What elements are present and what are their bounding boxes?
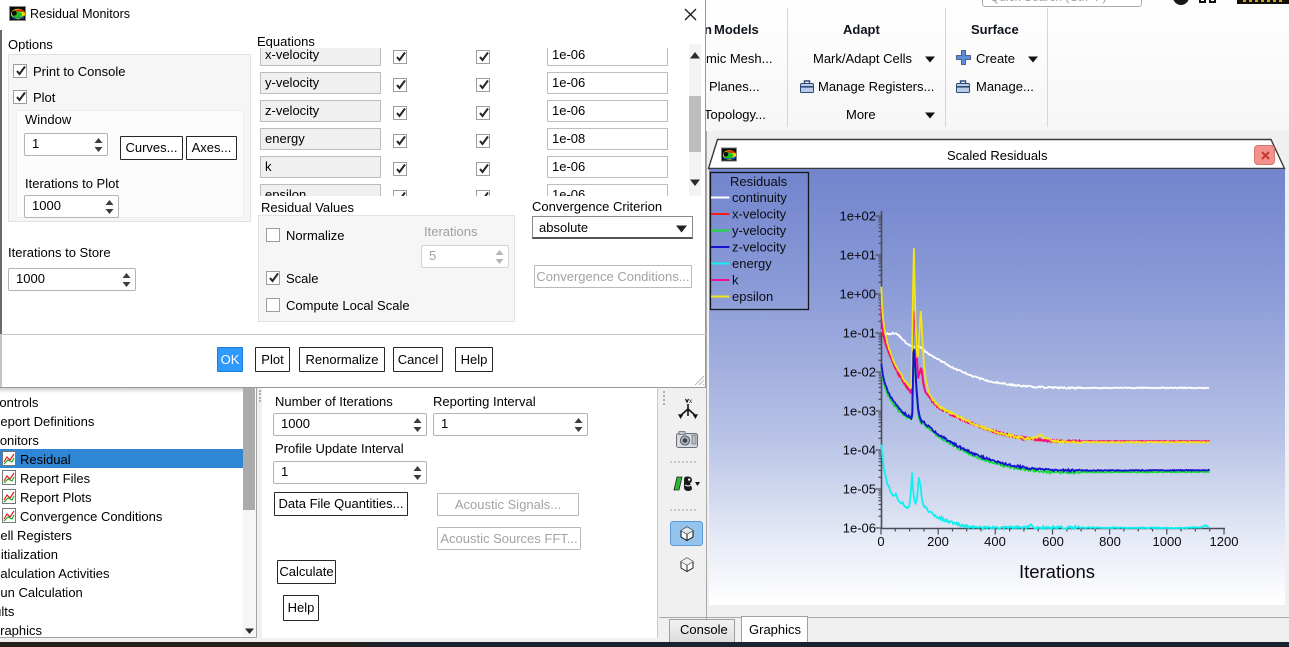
svg-text:continuity: continuity — [732, 190, 787, 205]
svg-text:1e+00: 1e+00 — [839, 287, 876, 302]
svg-text:energy: energy — [732, 256, 772, 271]
svg-text:1e-01: 1e-01 — [843, 326, 876, 341]
svg-text:y-velocity: y-velocity — [732, 223, 787, 238]
svg-text:1e-06: 1e-06 — [843, 521, 876, 536]
svg-text:x-velocity: x-velocity — [732, 207, 787, 222]
svg-text:800: 800 — [1099, 534, 1121, 549]
svg-text:Iterations: Iterations — [1019, 561, 1095, 582]
svg-text:Residuals: Residuals — [730, 174, 788, 189]
svg-text:400: 400 — [984, 534, 1006, 549]
svg-text:1e-04: 1e-04 — [843, 443, 876, 458]
svg-text:1e-03: 1e-03 — [843, 404, 876, 419]
svg-text:0: 0 — [877, 534, 884, 549]
svg-text:1e+01: 1e+01 — [839, 248, 876, 263]
svg-text:1200: 1200 — [1210, 534, 1239, 549]
svg-text:x: x — [689, 399, 692, 405]
svg-text:z-velocity: z-velocity — [732, 240, 787, 255]
svg-text:600: 600 — [1042, 534, 1064, 549]
svg-text:1000: 1000 — [1153, 534, 1182, 549]
svg-text:epsilon: epsilon — [732, 289, 773, 304]
svg-text:k: k — [732, 273, 739, 288]
svg-text:1e-02: 1e-02 — [843, 365, 876, 380]
svg-text:1e-05: 1e-05 — [843, 482, 876, 497]
svg-text:200: 200 — [927, 534, 949, 549]
svg-text:1e+02: 1e+02 — [839, 209, 876, 224]
